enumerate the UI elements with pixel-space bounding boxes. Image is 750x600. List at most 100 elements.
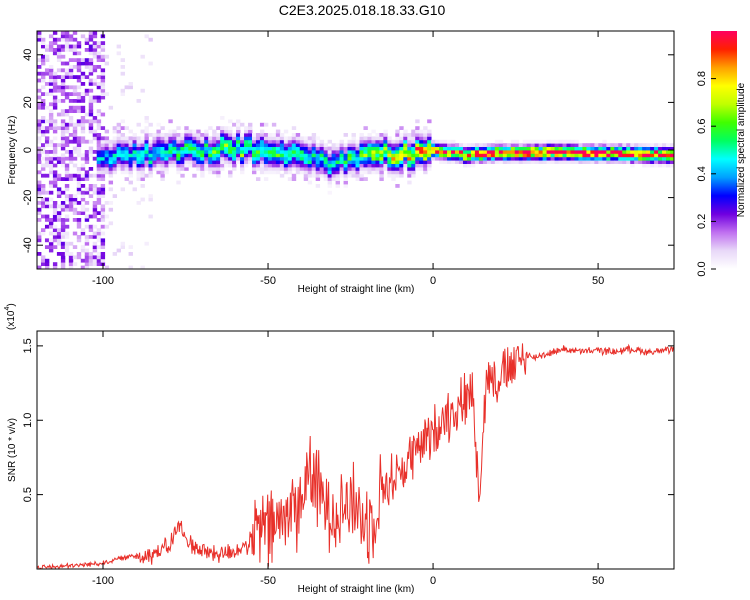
heatmap-cell — [76, 173, 82, 178]
heatmap-cell — [60, 37, 66, 42]
heatmap-cell — [120, 143, 125, 147]
heatmap-cell — [116, 146, 122, 151]
heatmap-cell — [287, 146, 293, 151]
heatmap-cell — [88, 146, 94, 151]
heatmap-cell — [240, 150, 245, 154]
heatmap-cell — [327, 177, 333, 181]
heatmap-cell — [200, 160, 205, 164]
heatmap-cell — [120, 136, 125, 141]
heatmap-cell — [331, 146, 336, 151]
heatmap-cell — [307, 146, 313, 151]
heatmap-cell — [52, 126, 58, 130]
heatmap-cell — [295, 156, 301, 161]
heatmap-cell — [283, 153, 289, 158]
spectrogram-cells — [37, 31, 674, 269]
heatmap-cell — [240, 167, 245, 171]
heatmap-cell — [80, 211, 86, 215]
heatmap-cell — [37, 207, 42, 212]
heatmap-cell — [355, 139, 360, 144]
heatmap-cell — [40, 58, 46, 62]
heatmap-cell — [80, 34, 86, 39]
heatmap-cell — [72, 136, 78, 141]
heatmap-cell — [236, 126, 241, 130]
heatmap-cell — [104, 54, 110, 59]
heatmap-cell — [52, 102, 58, 107]
heatmap-cell — [275, 133, 281, 137]
heatmap-cell — [48, 92, 54, 96]
heatmap-cell — [279, 146, 285, 151]
heatmap-cell — [112, 136, 118, 141]
heatmap-cell — [407, 163, 412, 168]
heatmap-cell — [339, 160, 344, 164]
heatmap-cell — [228, 146, 233, 151]
heatmap-cell — [411, 173, 416, 178]
heatmap-cell — [431, 156, 436, 161]
heatmap-cell — [96, 194, 102, 198]
heatmap-cell — [462, 160, 468, 164]
heatmap-cell — [124, 126, 129, 130]
heatmap-cell — [37, 153, 42, 158]
heatmap-cell — [375, 136, 380, 141]
heatmap-cell — [120, 92, 125, 96]
heatmap-cell — [100, 48, 106, 52]
heatmap-cell — [100, 82, 106, 86]
heatmap-cell — [291, 133, 297, 137]
heatmap-cell — [100, 160, 106, 164]
snr-frame — [36, 330, 675, 570]
heatmap-cell — [72, 262, 78, 266]
heatmap-cell — [72, 51, 78, 56]
heatmap-cell — [124, 160, 129, 164]
heatmap-cell — [48, 109, 54, 113]
heatmap-cell — [124, 150, 129, 154]
heatmap-cell — [96, 58, 102, 62]
heatmap-cell — [100, 54, 106, 59]
heatmap-cell — [295, 153, 301, 158]
heatmap-cell — [339, 146, 344, 151]
heatmap-cell — [411, 129, 416, 134]
heatmap-cell — [546, 160, 551, 164]
heatmap-cell — [84, 207, 90, 212]
heatmap-cell — [399, 146, 404, 151]
heatmap-cell — [56, 173, 62, 178]
heatmap-cell — [506, 160, 512, 164]
heatmap-cell — [40, 150, 46, 154]
snr-x-label: Height of straight line (km) — [298, 584, 415, 595]
heatmap-cell — [192, 160, 197, 164]
heatmap-cell — [100, 112, 106, 117]
heatmap-cell — [451, 156, 456, 161]
heatmap-cell — [307, 160, 313, 164]
heatmap-cell — [259, 163, 265, 168]
heatmap-cell — [267, 150, 273, 154]
heatmap-cell — [470, 153, 476, 158]
heatmap-cell — [92, 31, 98, 35]
heatmap-cell — [184, 153, 189, 158]
heatmap-cell — [379, 139, 384, 144]
heatmap-cell — [184, 143, 189, 147]
heatmap-cell — [351, 136, 356, 141]
heatmap-cell — [200, 150, 205, 154]
heatmap-cell — [112, 160, 118, 164]
heatmap-cell — [40, 44, 46, 49]
heatmap-cell — [415, 126, 420, 130]
heatmap-cell — [594, 160, 599, 164]
heatmap-cell — [339, 163, 344, 168]
heatmap-cell — [562, 150, 567, 154]
heatmap-cell — [196, 136, 201, 141]
heatmap-cell — [327, 139, 333, 144]
heatmap-cell — [403, 139, 408, 144]
heatmap-cell — [108, 163, 114, 168]
heatmap-cell — [295, 163, 301, 168]
heatmap-cell — [88, 61, 94, 66]
heatmap-cell — [40, 231, 46, 236]
heatmap-cell — [327, 150, 333, 154]
heatmap-cell — [331, 173, 336, 178]
heatmap-cell — [88, 119, 94, 124]
heatmap-cell — [64, 177, 70, 181]
heatmap-cell — [48, 167, 54, 171]
heatmap-cell — [80, 71, 86, 76]
heatmap-cell — [140, 197, 145, 202]
heatmap-cell — [240, 146, 245, 151]
heatmap-cell — [96, 75, 102, 79]
heatmap-cell — [343, 177, 348, 181]
heatmap-cell — [363, 153, 368, 158]
